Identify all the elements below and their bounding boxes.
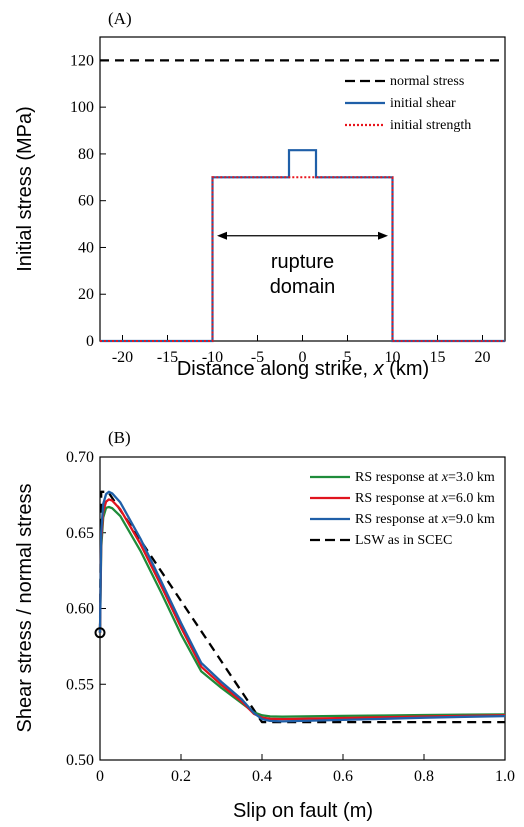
y-tick-label: 20 (78, 286, 94, 303)
legend-entry: initial strength (390, 118, 471, 133)
panel-b-y-axis-label: Shear stress / normal stress (14, 484, 36, 733)
panel-a-label: (A) (108, 9, 132, 28)
legend-entry: initial shear (390, 96, 456, 111)
panel-b-series (98, 490, 506, 724)
panel-a-x-axis-label: Distance along strike, x (km) (177, 358, 429, 380)
series-line-1 (98, 505, 506, 718)
panel-a-y-axis-label: Initial stress (MPa) (14, 106, 36, 272)
x-tick-label: 0 (96, 768, 104, 785)
series-line-2 (98, 498, 506, 721)
x-tick-label: 10 (385, 349, 401, 366)
y-tick-label: 100 (70, 99, 94, 116)
arrow-head-left (217, 231, 227, 240)
initial-state-marker (94, 627, 106, 639)
x-tick-label: 15 (430, 349, 446, 366)
arrow-head-right (378, 231, 388, 240)
legend-entry: normal stress (390, 74, 464, 89)
panel-a-x-ticks: -20 -15 -10 -5 0 5 10 15 20 (112, 335, 491, 366)
y-tick-label: 120 (70, 52, 94, 69)
x-tick-label: 0.4 (252, 768, 272, 785)
legend-entry-part: x (441, 512, 449, 527)
y-tick-label: 0.55 (66, 676, 94, 693)
x-tick-label: -5 (251, 349, 264, 366)
x-tick-label: -10 (202, 349, 223, 366)
legend-entry-part: =6.0 km (448, 491, 495, 506)
x-label-variable: x (373, 358, 385, 380)
legend-entry: RS response at x=6.0 km (355, 491, 495, 506)
x-tick-label: 20 (475, 349, 491, 366)
panel-b-x-axis-label: Slip on fault (m) (233, 800, 373, 822)
legend-entry-part: =9.0 km (448, 512, 495, 527)
y-tick-label: 0.65 (66, 525, 94, 542)
x-tick-label: -15 (157, 349, 178, 366)
panel-a-legend: normal stress initial shear initial streng… (345, 74, 471, 133)
series-line-initial-shear (100, 149, 505, 343)
legend-entry-part: RS response at (355, 470, 442, 485)
panel-b-x-ticks: 0 0.2 0.4 0.6 0.8 1.0 (96, 754, 515, 785)
x-label-part-3: (km) (384, 358, 430, 380)
annotation-line-2: domain (270, 276, 336, 298)
y-tick-label: 60 (78, 193, 94, 210)
x-tick-label: 5 (344, 349, 352, 366)
panel-b-y-ticks: 0.50 0.55 0.60 0.65 0.70 (66, 449, 106, 769)
legend-entry-part: RS response at (355, 512, 442, 527)
x-tick-label: -20 (112, 349, 133, 366)
legend-entry: RS response at x=9.0 km (355, 512, 495, 527)
x-tick-label: 0.6 (333, 768, 353, 785)
x-tick-label: 1.0 (495, 768, 515, 785)
legend-entry: RS response at x=3.0 km (355, 470, 495, 485)
panel-b-label: (B) (108, 428, 131, 447)
y-tick-label: 0 (86, 333, 94, 350)
panel-b: (B) 0.50 0.55 0.60 0.65 0.70 0 0.2 0.4 0.6 0.8 1.… (14, 428, 515, 822)
series-line-initial-strength (100, 176, 505, 342)
x-tick-label: 0 (299, 349, 307, 366)
x-tick-label: 0.2 (171, 768, 191, 785)
legend-entry-part: RS response at (355, 491, 442, 506)
annotation-line-1: rupture (271, 251, 334, 273)
y-tick-label: 40 (78, 239, 94, 256)
legend-entry-part: x (441, 470, 449, 485)
series-line-3 (98, 490, 506, 723)
x-label-part-1: Distance along strike, (177, 358, 374, 380)
y-tick-label: 0.70 (66, 449, 94, 466)
legend-entry-part: =3.0 km (448, 470, 495, 485)
panel-a-y-ticks: 0 20 40 60 80 100 120 (70, 52, 106, 350)
y-tick-label: 0.60 (66, 601, 94, 618)
legend-entry: LSW as in SCEC (355, 533, 452, 548)
panel-a-series (100, 59, 505, 343)
y-tick-label: 80 (78, 146, 94, 163)
y-tick-label: 0.50 (66, 752, 94, 769)
rupture-domain-annotation: rupture domain (217, 231, 388, 298)
legend-entry-part: x (441, 491, 449, 506)
x-tick-label: 0.8 (414, 768, 434, 785)
